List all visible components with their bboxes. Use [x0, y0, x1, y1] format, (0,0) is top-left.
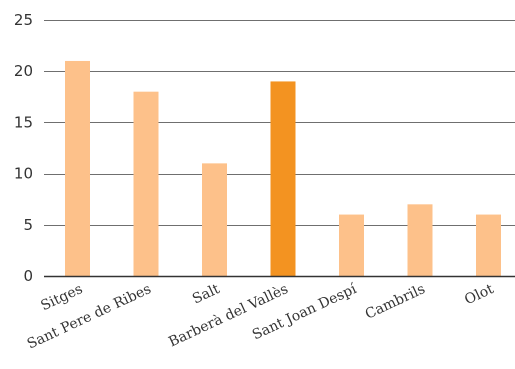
bar-olot [476, 214, 501, 276]
x-tick-label: Salt [190, 281, 223, 308]
y-tick-label: 25 [14, 11, 33, 29]
bar-sitges [65, 60, 90, 277]
x-tick-label: Olot [462, 281, 496, 308]
y-tick-label: 5 [23, 216, 33, 234]
y-tick-label: 20 [14, 62, 33, 80]
x-tick-label: Sant Pere de Ribes [25, 281, 154, 352]
y-tick-label: 0 [23, 267, 33, 285]
bars [65, 60, 501, 277]
y-tick-label: 15 [14, 113, 33, 131]
x-tick-label: Barberà del Vallès [166, 280, 291, 350]
x-tick-label: Sitges [38, 281, 85, 314]
bar-sant-joan-desp- [339, 214, 364, 276]
bar-cambrils [407, 204, 433, 276]
y-axis-tick-labels: 0 5 10 15 20 25 [14, 11, 33, 285]
y-tick-label: 10 [14, 165, 33, 183]
bar-salt [202, 163, 227, 276]
x-tick-label: Cambrils [363, 281, 428, 323]
bar-sant-pere-de-ribes [133, 91, 159, 277]
bar-barber-del-vall-s [270, 81, 296, 276]
